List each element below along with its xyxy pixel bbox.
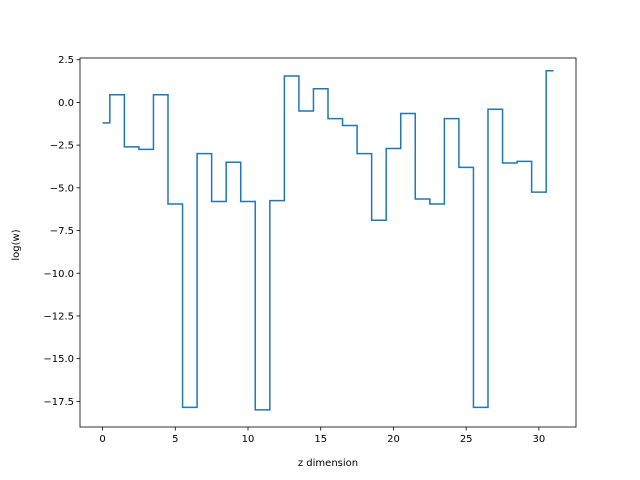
x-tick-label: 20 [387,434,400,445]
x-axis-ticks: 0 5 10 15 20 25 30 [99,427,545,445]
y-tick-label: −7.5 [50,226,74,237]
series-layer [102,70,554,411]
series-line-0 [102,70,554,411]
y-tick-label: 0.0 [58,98,74,109]
y-tick-label: −12.5 [43,311,74,322]
x-tick-label: 5 [172,434,178,445]
x-axis-label: z dimension [298,458,358,469]
plot-area [79,57,577,428]
axes-frame [79,57,577,428]
x-tick-label: 0 [99,434,105,445]
y-axis-ticks: 2.5 0.0 −2.5 −5.0 −7.5 −10.0 −12.5 −15.0 −17.5 [43,55,80,408]
y-tick-label: −2.5 [50,141,74,152]
y-axis-label: log(w) [11,229,22,260]
y-tick-label: −15.0 [43,354,74,365]
y-tick-label: −17.5 [43,397,74,408]
y-tick-label: 2.5 [58,55,74,66]
x-tick-label: 15 [314,434,327,445]
x-tick-label: 10 [242,434,255,445]
y-tick-label: −10.0 [43,269,74,280]
y-tick-label: −5.0 [50,183,74,194]
x-tick-label: 25 [460,434,473,445]
x-tick-label: 30 [533,434,546,445]
